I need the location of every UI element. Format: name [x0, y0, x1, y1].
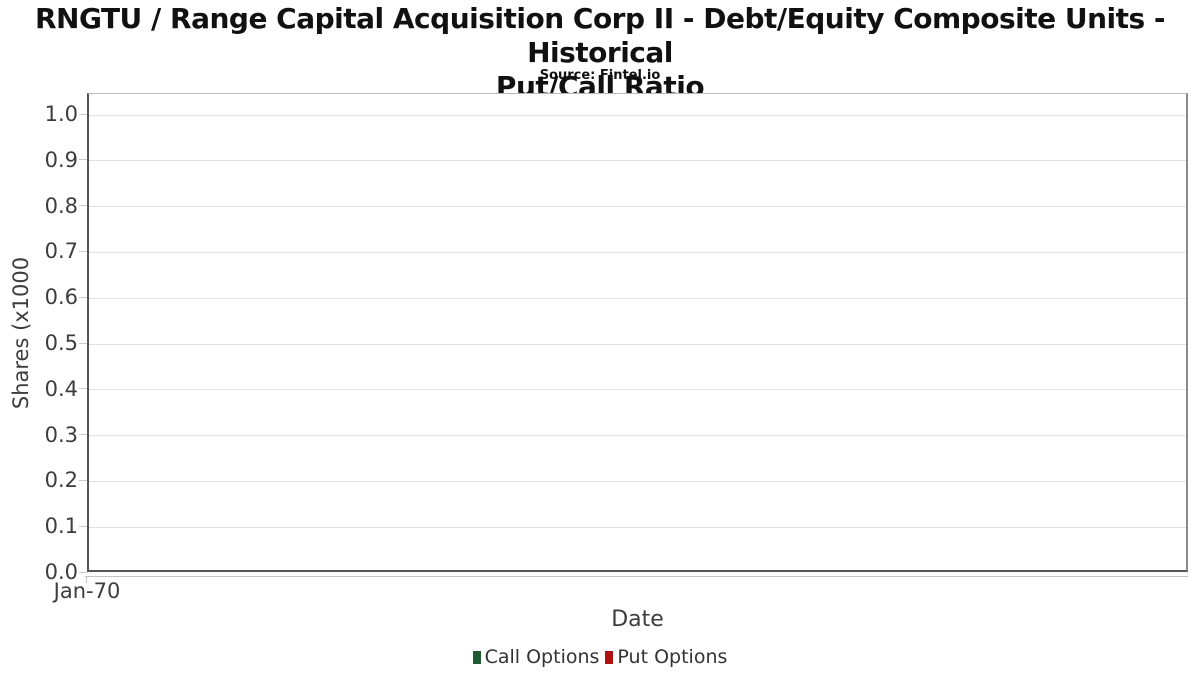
chart-subtitle: Source: Fintel.io — [539, 68, 661, 83]
legend-swatch-icon — [605, 650, 614, 664]
y-tick-mark — [79, 159, 87, 161]
y-tick-mark — [79, 479, 87, 481]
y-tick-label: 0.9 — [44, 147, 78, 172]
plot-area — [87, 93, 1188, 572]
gridline — [89, 160, 1186, 162]
y-tick-label: 0.8 — [44, 193, 78, 218]
chart-title-line1: RNGTU / Range Capital Acquisition Corp I… — [34, 2, 1166, 69]
y-tick-label: 0.7 — [44, 239, 78, 264]
y-tick-mark — [79, 571, 87, 573]
y-tick-mark — [79, 525, 87, 527]
y-tick-mark — [79, 296, 87, 298]
gridline — [89, 206, 1186, 208]
y-tick-mark — [79, 388, 87, 390]
y-tick-label: 0.5 — [44, 331, 78, 355]
x-axis-line — [85, 576, 1188, 577]
y-tick-mark — [79, 250, 87, 252]
gridline — [89, 526, 1186, 528]
x-tick-label: Jan-70 — [53, 579, 121, 603]
x-axis-tick — [86, 576, 87, 583]
y-tick-mark — [79, 342, 87, 344]
y-tick-mark — [79, 434, 87, 436]
gridline — [89, 251, 1186, 253]
gridline — [89, 297, 1186, 299]
gridline — [89, 435, 1186, 437]
y-axis-title: Shares (x1000 — [9, 256, 33, 410]
legend-item-put-options[interactable]: Put Options — [605, 646, 727, 668]
gridline — [89, 343, 1186, 345]
legend: Call Options Put Options — [0, 646, 1200, 668]
y-tick-label: 0.0 — [44, 560, 78, 584]
legend-item-call-options[interactable]: Call Options — [472, 646, 600, 668]
legend-swatch-icon — [472, 650, 481, 664]
gridline — [89, 480, 1186, 482]
legend-label: Call Options — [484, 646, 600, 668]
y-tick-mark — [79, 113, 87, 115]
legend-label: Put Options — [617, 646, 728, 668]
y-tick-label: 0.4 — [44, 376, 78, 401]
gridline — [89, 114, 1186, 116]
y-tick-label: 0.2 — [44, 468, 78, 493]
chart-title: RNGTU / Range Capital Acquisition Corp I… — [0, 2, 1200, 104]
y-tick-mark — [79, 205, 87, 207]
y-tick-label: 1.0 — [44, 102, 78, 126]
y-tick-label: 0.6 — [44, 285, 78, 310]
x-axis-title: Date — [611, 607, 664, 632]
y-tick-label: 0.1 — [44, 514, 78, 539]
gridline — [89, 389, 1186, 391]
y-tick-label: 0.3 — [44, 422, 78, 447]
